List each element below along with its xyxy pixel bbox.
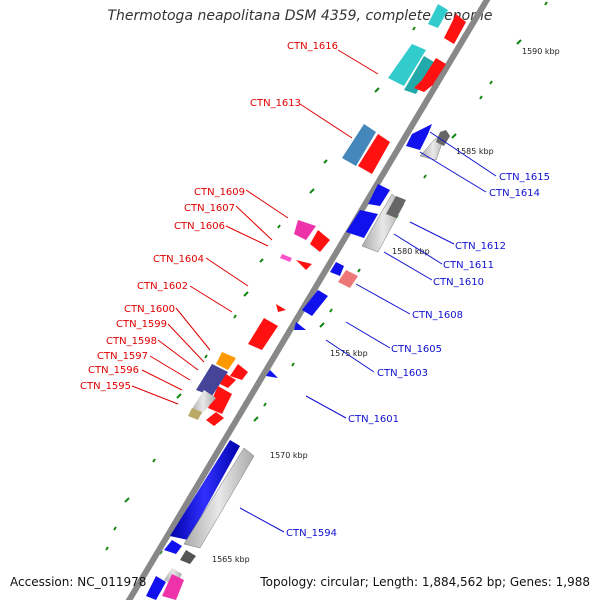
gene-label[interactable]: CTN_1613 — [250, 98, 301, 109]
genome-backbone — [125, 0, 491, 600]
cds-reverse[interactable] — [294, 322, 306, 330]
tick-label: 1580 kbp — [392, 247, 430, 256]
cds-forward[interactable] — [414, 78, 434, 92]
gene-label[interactable]: CTN_1603 — [377, 368, 428, 379]
gene-label[interactable]: CTN_1605 — [391, 344, 442, 355]
topology-label: Topology: circular; Length: 1,884,562 bp… — [260, 575, 590, 589]
reverse-strand-features — [146, 124, 450, 600]
cds-grey-dark[interactable] — [436, 130, 450, 146]
gene-label[interactable]: CTN_1608 — [412, 310, 463, 321]
cds-forward[interactable] — [422, 58, 446, 86]
cds-reverse[interactable] — [330, 262, 344, 276]
gene-label[interactable]: CTN_1606 — [174, 221, 225, 232]
gene-label[interactable]: CTN_1609 — [194, 187, 245, 198]
cds-grey-long[interactable] — [183, 447, 255, 549]
tick-label: 1585 kbp — [456, 147, 494, 156]
map-title: Thermotoga neapolitana DSM 4359, complet… — [107, 8, 493, 24]
forward-strand-features — [162, 4, 466, 600]
gene-label[interactable]: CTN_1594 — [286, 528, 337, 539]
accession-label: Accession: NC_011978 — [10, 575, 147, 589]
cds-cyan[interactable] — [388, 44, 426, 86]
cds-reverse[interactable] — [266, 370, 278, 378]
gene-label[interactable]: CTN_1612 — [455, 241, 506, 252]
gene-label[interactable]: CTN_1595 — [80, 381, 131, 392]
left-gene-labels: CTN_1616 CTN_1613 CTN_1609 CTN_1607 CTN_… — [80, 41, 379, 405]
cds-cyan[interactable] — [404, 56, 434, 94]
cds-reverse[interactable] — [146, 576, 166, 600]
cds-grey-dark[interactable] — [386, 196, 406, 218]
cds-forward[interactable] — [206, 412, 224, 426]
cds-magenta[interactable] — [294, 220, 316, 240]
cds-orange[interactable] — [216, 352, 236, 370]
cds-reverse[interactable] — [302, 290, 328, 316]
cds-reverse[interactable] — [406, 124, 432, 150]
cds-forward[interactable] — [230, 364, 248, 380]
cds-steel[interactable] — [342, 124, 376, 166]
tick-label: 1575 kbp — [330, 349, 368, 358]
cds-forward[interactable] — [208, 386, 232, 414]
cds-forward[interactable] — [248, 318, 278, 350]
cds-purple[interactable] — [196, 364, 228, 396]
gene-label[interactable]: CTN_1611 — [443, 260, 494, 271]
gene-label[interactable]: CTN_1615 — [499, 172, 550, 183]
tick-label: 1565 kbp — [212, 555, 250, 564]
cds-pink[interactable] — [338, 270, 358, 288]
cds-forward[interactable] — [444, 14, 466, 44]
gene-label[interactable]: CTN_1607 — [184, 203, 235, 214]
tick-label: 1570 kbp — [270, 451, 308, 460]
tick-label: 1590 kbp — [522, 47, 560, 56]
cds-grey-dark[interactable] — [180, 550, 196, 564]
cds-forward[interactable] — [276, 304, 286, 312]
kbp-ticks: 1590 kbp 1585 kbp 1580 kbp 1575 kbp 1570… — [212, 47, 560, 564]
right-gene-labels: CTN_1615 CTN_1614 CTN_1612 CTN_1611 CTN_… — [239, 131, 550, 539]
cds-forward[interactable] — [358, 134, 390, 174]
cds-forward[interactable] — [296, 260, 312, 270]
gene-label[interactable]: CTN_1601 — [348, 414, 399, 425]
cds-reverse[interactable] — [164, 540, 182, 554]
gene-label[interactable]: CTN_1600 — [124, 304, 175, 315]
cds-reverse[interactable] — [368, 184, 390, 206]
gene-label[interactable]: CTN_1598 — [106, 336, 157, 347]
cds-cyan[interactable] — [428, 4, 448, 28]
cds-khaki[interactable] — [188, 408, 202, 420]
gene-label[interactable]: CTN_1602 — [137, 281, 188, 292]
gene-label[interactable]: CTN_1596 — [88, 365, 139, 376]
gene-label[interactable]: CTN_1599 — [116, 319, 167, 330]
cds-magenta-small[interactable] — [280, 254, 292, 262]
cds-reverse-long[interactable] — [170, 440, 240, 540]
cds-grey[interactable] — [190, 390, 216, 416]
cds-magenta[interactable] — [162, 574, 184, 600]
gene-label[interactable]: CTN_1610 — [433, 277, 484, 288]
gene-label[interactable]: CTN_1597 — [97, 351, 148, 362]
cds-forward[interactable] — [220, 374, 236, 388]
gene-label[interactable]: CTN_1616 — [287, 41, 338, 52]
gene-label[interactable]: CTN_1614 — [489, 188, 540, 199]
gene-label[interactable]: CTN_1604 — [153, 254, 204, 265]
cds-forward[interactable] — [310, 230, 330, 252]
cds-reverse[interactable] — [346, 210, 378, 238]
